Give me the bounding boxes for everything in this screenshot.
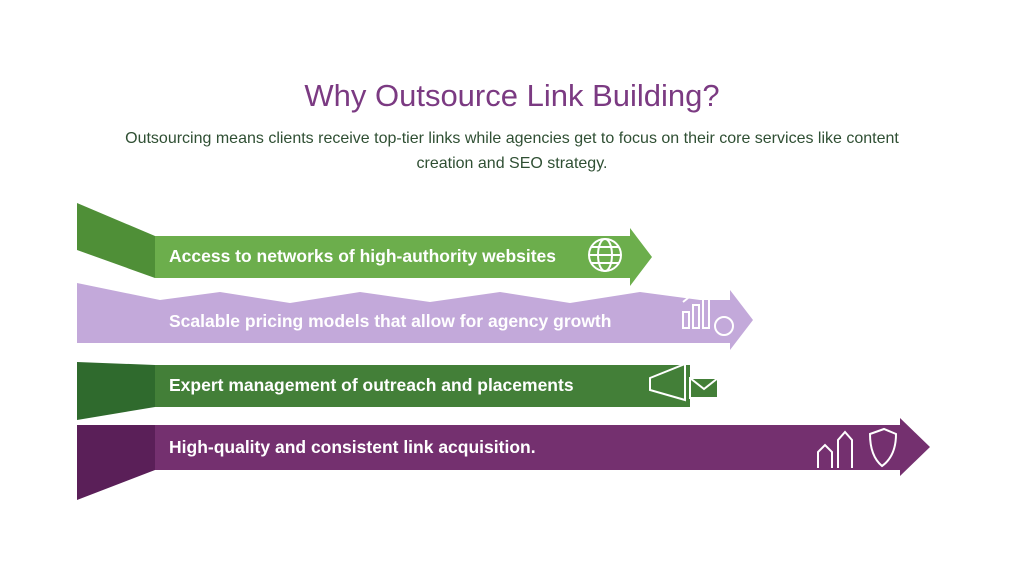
ribbon-fold [77, 425, 155, 500]
ribbon [155, 365, 690, 407]
item-label: High-quality and consistent link acquisi… [169, 437, 536, 457]
ribbon-fold [77, 203, 155, 278]
megaphone-icon [649, 362, 719, 402]
item-label: Access to networks of high-authority web… [169, 246, 557, 266]
ribbon [77, 283, 753, 350]
ribbon [155, 418, 930, 476]
item-label: Expert management of outreach and placem… [169, 375, 574, 395]
globe-icon [588, 238, 622, 272]
title: Why Outsource Link Building? [304, 78, 720, 113]
subtitle: Outsourcing means clients receive top-ti… [125, 130, 899, 172]
ribbon-fold [77, 362, 155, 420]
item-label: Scalable pricing models that allow for a… [169, 311, 612, 331]
growth-icon [682, 281, 734, 336]
shield-icon [817, 427, 898, 468]
ribbon [155, 228, 652, 286]
